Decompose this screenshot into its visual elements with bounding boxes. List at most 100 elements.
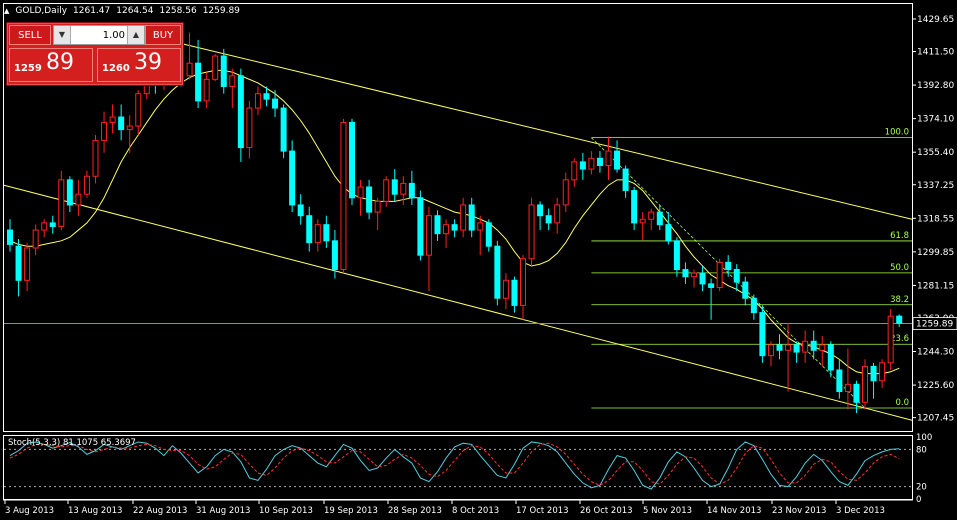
candle — [622, 165, 629, 198]
candle — [263, 86, 270, 107]
candle — [195, 39, 202, 109]
candle-body — [349, 121, 355, 199]
candle — [425, 206, 432, 292]
price-tick-label: 1355.40 — [917, 148, 954, 158]
candle — [212, 54, 219, 82]
candle-body — [101, 121, 108, 141]
candle-body — [511, 279, 518, 306]
candle — [331, 230, 338, 279]
candle — [562, 172, 569, 213]
stoch-axis-label: 80 — [916, 445, 927, 455]
sell-button[interactable]: SELL — [9, 25, 51, 45]
candle — [588, 151, 595, 175]
candle — [733, 264, 740, 292]
time-tick-label: 8 Oct 2013 — [452, 506, 499, 516]
candle-body — [802, 340, 809, 353]
candle-body — [596, 157, 603, 166]
sell-price-button[interactable]: 1259 89 — [9, 48, 93, 82]
candle-body — [742, 281, 749, 299]
candle-body — [83, 175, 90, 195]
stoch-signal-line — [9, 442, 900, 486]
candle — [827, 341, 834, 378]
time-tick-label: 26 Oct 2013 — [580, 506, 633, 516]
time-tick-label: 19 Sep 2013 — [324, 506, 378, 516]
candle — [716, 258, 723, 292]
candle — [767, 341, 774, 367]
lot-increase-icon[interactable]: ▲ — [127, 26, 144, 44]
fib-level-label: 50.0 — [890, 263, 909, 273]
candle-body — [827, 344, 834, 371]
candle — [477, 215, 484, 256]
candle-body — [682, 269, 689, 278]
candle — [691, 269, 697, 288]
candle — [682, 262, 689, 284]
candle-body — [229, 75, 236, 88]
candle-body — [24, 247, 31, 281]
candle — [229, 68, 236, 109]
price-tick-label: 1374.10 — [917, 115, 954, 125]
lot-size-input[interactable] — [71, 26, 127, 44]
buy-button[interactable]: BUY — [145, 25, 181, 45]
candle-body — [844, 383, 851, 393]
candle — [810, 330, 817, 360]
candle-body — [66, 179, 73, 206]
candle-body — [588, 157, 595, 170]
candle — [92, 134, 99, 184]
candle-body — [656, 211, 663, 226]
candle — [58, 170, 65, 231]
candle — [203, 72, 210, 109]
candle — [836, 359, 843, 399]
candle-body — [109, 116, 116, 123]
price-tick-label: 1429.65 — [917, 15, 954, 25]
candle-body — [297, 204, 304, 217]
candle — [708, 278, 715, 320]
candle-body — [15, 245, 22, 281]
candle — [879, 359, 886, 388]
candle — [272, 90, 279, 118]
candle — [520, 255, 526, 320]
candle-body — [408, 182, 415, 199]
candle — [15, 239, 22, 297]
time-tick-label: 13 Aug 2013 — [68, 506, 122, 516]
candle-body — [280, 107, 287, 152]
candle — [135, 90, 142, 135]
candle — [49, 215, 56, 234]
candle — [596, 151, 603, 173]
time-tick-label: 10 Sep 2013 — [259, 506, 313, 516]
lot-decrease-icon[interactable]: ▼ — [54, 26, 71, 44]
candle — [383, 176, 390, 207]
indicator-label: Stoch(5,3,3) 81.1075 65.3697 — [8, 438, 136, 448]
candle — [186, 32, 193, 80]
close-value: 1259.89 — [202, 6, 240, 16]
candle-body — [870, 365, 877, 382]
fib-level-label: 23.6 — [890, 334, 909, 344]
candle-body — [605, 150, 612, 166]
candle-body — [400, 182, 407, 195]
candle-body — [537, 204, 544, 217]
candle — [862, 359, 868, 410]
candle — [434, 210, 441, 241]
candle — [66, 176, 73, 213]
fib-level-label: 0.0 — [895, 398, 909, 408]
candle-body — [853, 383, 860, 403]
candle-body — [323, 224, 330, 242]
candle — [776, 334, 783, 360]
candle-body — [340, 121, 347, 271]
candle-body — [836, 369, 843, 393]
candle — [887, 309, 894, 370]
sell-price-big: 89 — [46, 50, 74, 75]
collapse-triangle-icon[interactable]: ▲ — [4, 7, 10, 15]
price-tick-label: 1225.60 — [917, 381, 954, 391]
price-tick-label: 1337.25 — [917, 181, 954, 191]
buy-price-button[interactable]: 1260 39 — [97, 48, 181, 82]
fib-level-label: 38.2 — [890, 295, 909, 305]
candle-body — [733, 269, 740, 283]
candle — [870, 362, 877, 399]
candle-body — [673, 240, 680, 271]
candle-body — [571, 161, 578, 181]
candle — [460, 197, 467, 238]
candle — [554, 197, 561, 234]
candle — [785, 323, 792, 392]
candle — [639, 212, 646, 241]
